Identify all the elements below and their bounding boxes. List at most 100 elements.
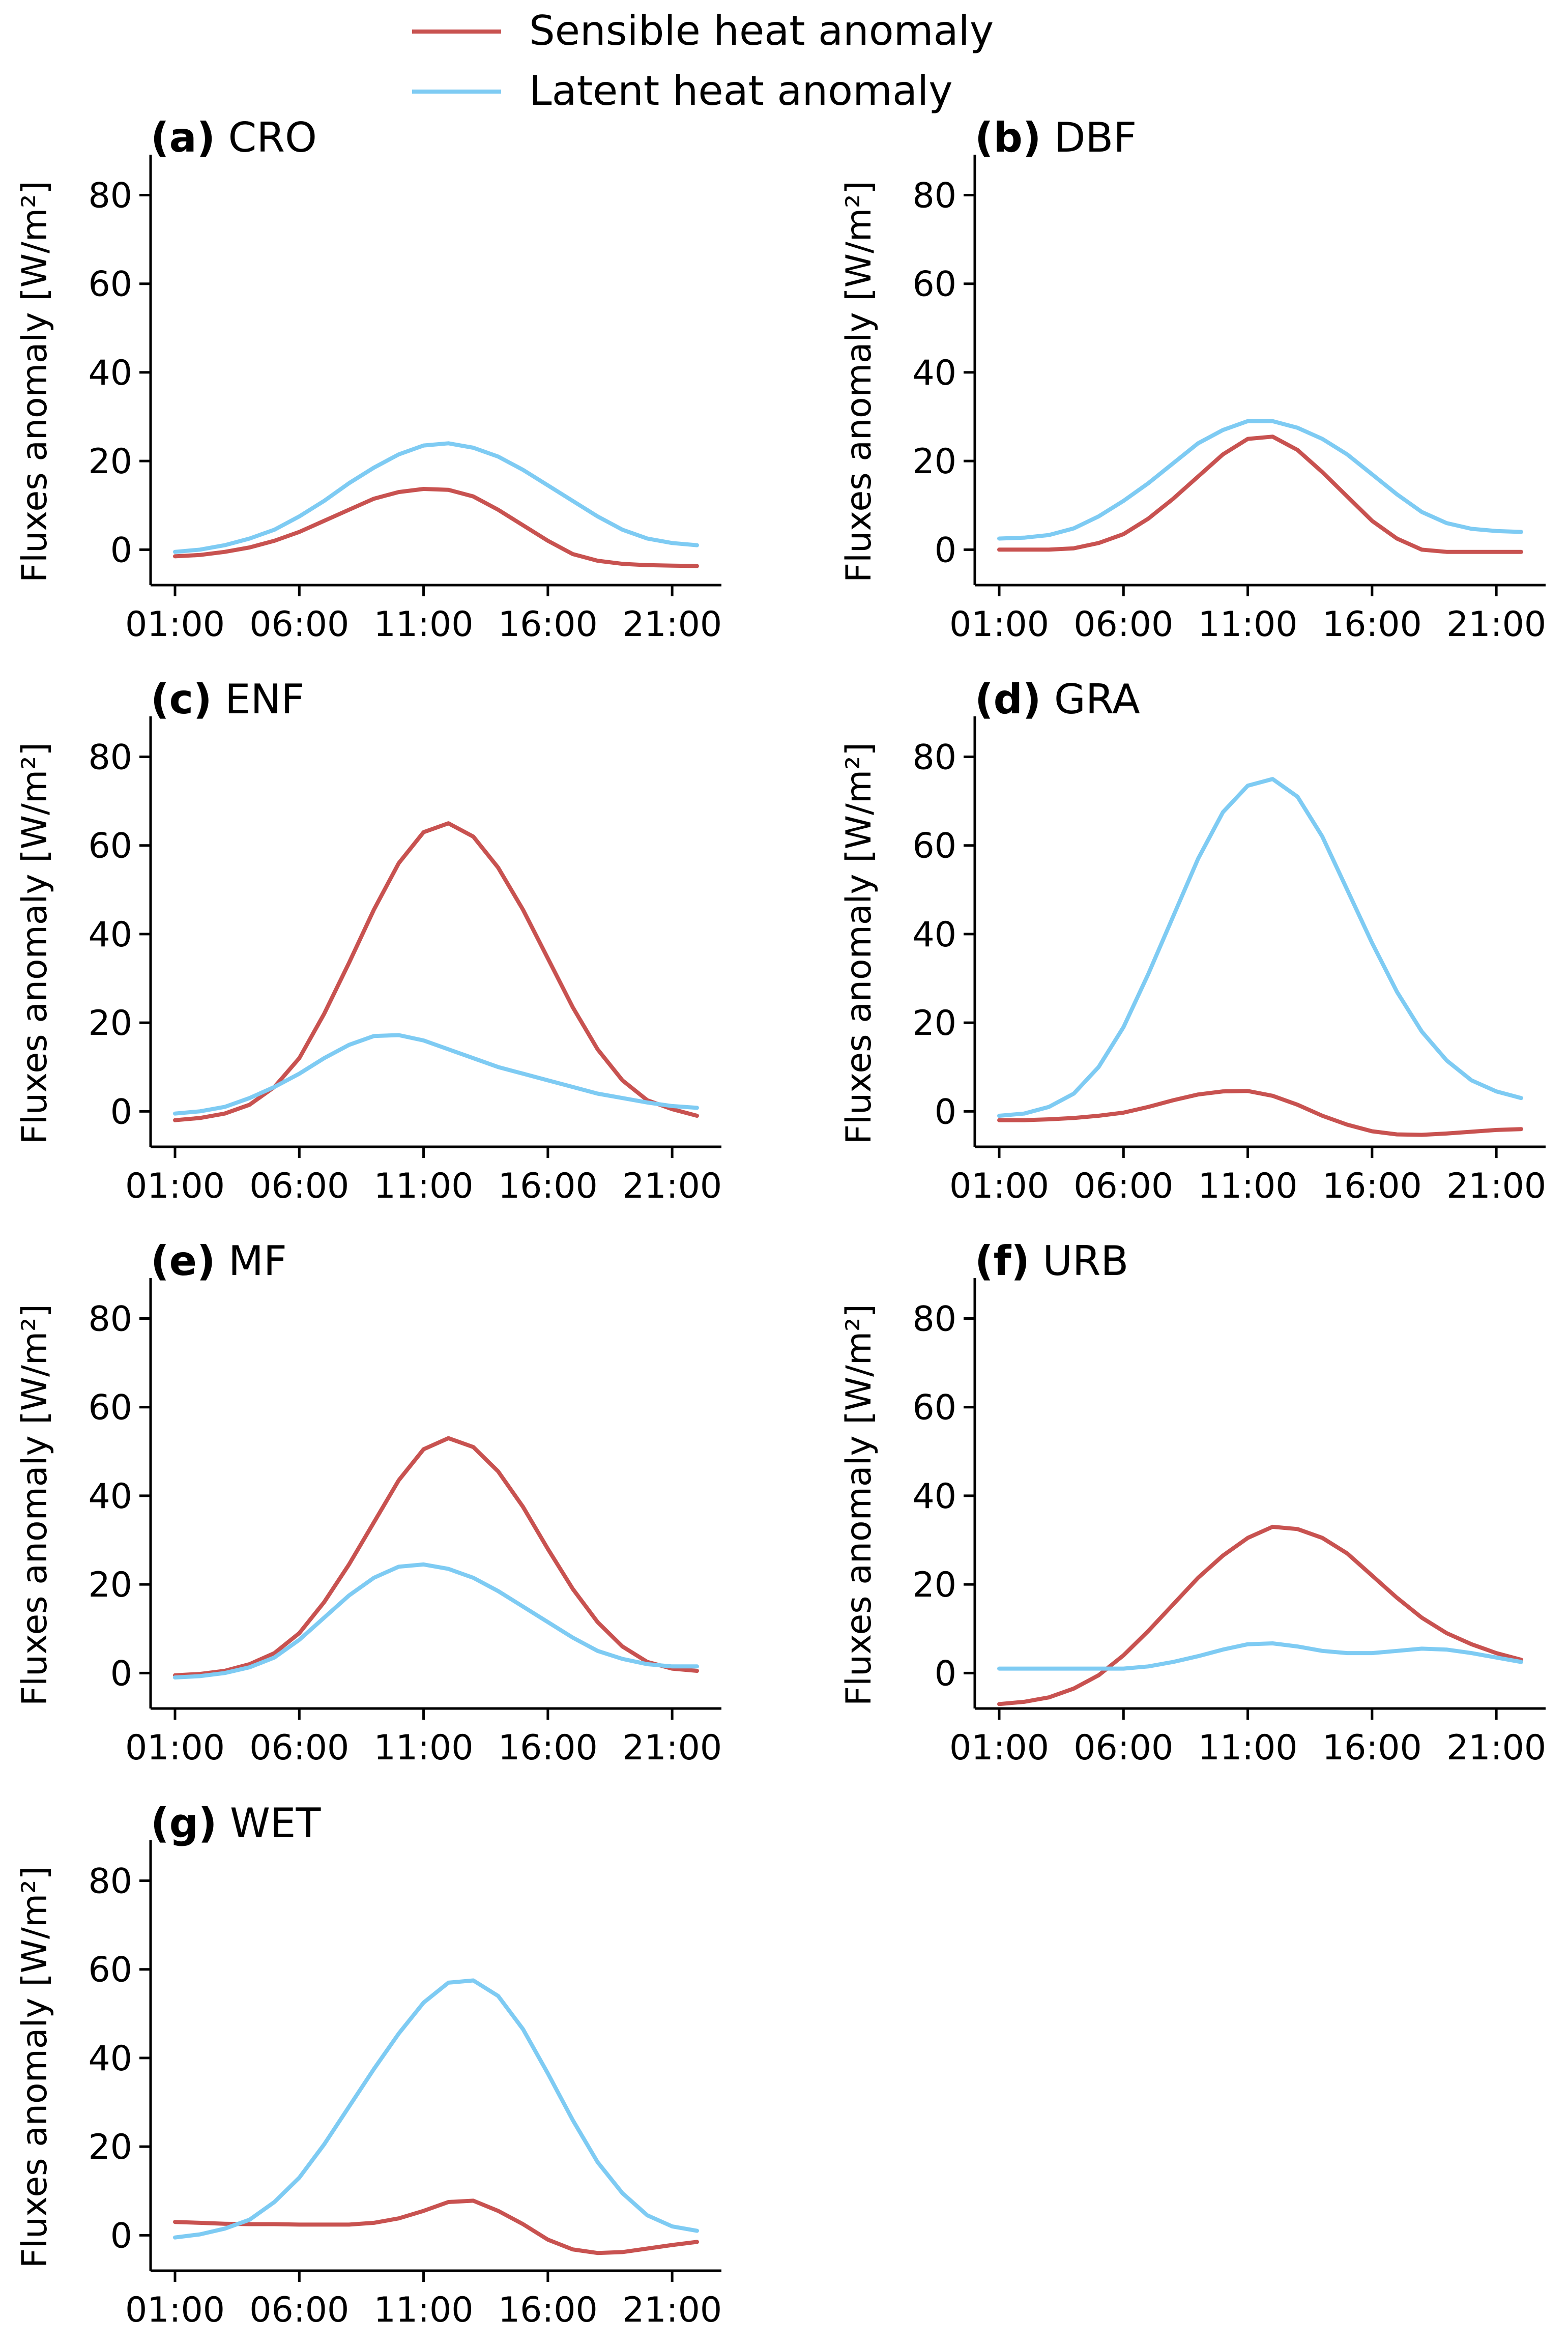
y-tick-label: 80 xyxy=(88,738,132,778)
panel-title: (c) ENF xyxy=(151,676,304,723)
x-tick-label: 01:00 xyxy=(125,604,225,645)
x-tick-label: 01:00 xyxy=(125,2290,225,2330)
panel-title: (d) GRA xyxy=(975,676,1140,723)
panel-name: DBF xyxy=(1041,114,1137,161)
series-line-sensible xyxy=(173,1436,699,1677)
x-tick-label: 16:00 xyxy=(498,604,598,645)
x-tick-label: 21:00 xyxy=(622,1166,722,1206)
x-tick-label: 21:00 xyxy=(622,604,722,645)
series-line-latent xyxy=(173,441,699,554)
series-line-sensible xyxy=(173,2198,699,2255)
y-tick-label: 40 xyxy=(88,915,132,955)
series-line-sensible xyxy=(173,821,699,1122)
y-tick-label: 60 xyxy=(912,1388,956,1428)
x-tick-label: 01:00 xyxy=(125,1166,225,1206)
y-axis-label: Fluxes anomaly [W/m²] xyxy=(15,181,55,583)
y-axis-label: Fluxes anomaly [W/m²] xyxy=(15,1866,55,2268)
panel-title: (b) DBF xyxy=(975,114,1137,161)
panel-letter: (b) xyxy=(975,114,1041,161)
x-tick-label: 06:00 xyxy=(249,604,349,645)
y-tick-label: 20 xyxy=(912,442,956,482)
x-tick-label: 06:00 xyxy=(1073,1166,1173,1206)
panel-letter: (d) xyxy=(975,676,1041,723)
y-tick-label: 40 xyxy=(88,353,132,393)
y-tick-label: 40 xyxy=(88,2039,132,2079)
legend: Sensible heat anomaly Latent heat anomal… xyxy=(412,7,994,114)
x-tick-label: 11:00 xyxy=(1198,1166,1298,1206)
series-line-sensible xyxy=(997,1524,1523,1706)
y-axis-label: Fluxes anomaly [W/m²] xyxy=(839,1304,879,1706)
y-tick-label: 40 xyxy=(88,1476,132,1517)
y-axis-label: Fluxes anomaly [W/m²] xyxy=(839,742,879,1144)
x-tick-label: 16:00 xyxy=(498,1166,598,1206)
series-line-latent xyxy=(173,1033,699,1116)
y-tick-label: 80 xyxy=(88,1862,132,1902)
panel-gra: (d) GRA 0 20 40 60 80 01:00 06:00 11:00 16:00 21:0… xyxy=(839,676,1546,1206)
x-tick-label: 11:00 xyxy=(1198,604,1298,645)
panel-name: URB xyxy=(1030,1237,1128,1285)
y-tick-label: 40 xyxy=(912,353,956,393)
x-tick-label: 01:00 xyxy=(949,604,1049,645)
panel-letter: (e) xyxy=(151,1237,215,1285)
panel-title: (e) MF xyxy=(151,1237,287,1285)
y-tick-label: 0 xyxy=(110,530,132,570)
panel-title: (g) WET xyxy=(151,1800,321,1847)
x-tick-label: 01:00 xyxy=(949,1166,1049,1206)
y-tick-label: 80 xyxy=(912,738,956,778)
x-tick-label: 06:00 xyxy=(249,1166,349,1206)
y-tick-label: 20 xyxy=(88,1565,132,1605)
x-tick-label: 01:00 xyxy=(125,1728,225,1768)
x-tick-label: 11:00 xyxy=(374,604,474,645)
y-tick-label: 0 xyxy=(935,1654,956,1694)
panel-name: GRA xyxy=(1041,676,1140,723)
y-tick-label: 60 xyxy=(88,1388,132,1428)
series-line-latent xyxy=(997,777,1523,1118)
x-tick-label: 16:00 xyxy=(1322,1166,1422,1206)
panel-dbf: (b) DBF 0 20 40 60 80 01:00 06:00 11:00 16:00 21:0… xyxy=(839,114,1546,645)
y-tick-label: 0 xyxy=(935,530,956,570)
x-tick-label: 11:00 xyxy=(1198,1728,1298,1768)
y-tick-label: 0 xyxy=(110,1092,132,1132)
y-tick-label: 80 xyxy=(912,176,956,216)
series-line-latent xyxy=(173,1978,699,2240)
x-tick-label: 16:00 xyxy=(498,2290,598,2330)
series-line-sensible xyxy=(997,1089,1523,1137)
x-tick-label: 21:00 xyxy=(622,1728,722,1768)
y-tick-label: 60 xyxy=(912,826,956,866)
x-tick-label: 06:00 xyxy=(1073,604,1173,645)
x-tick-label: 06:00 xyxy=(249,2290,349,2330)
panel-letter: (g) xyxy=(151,1800,217,1847)
x-tick-label: 06:00 xyxy=(249,1728,349,1768)
y-axis-label: Fluxes anomaly [W/m²] xyxy=(15,1304,55,1706)
y-tick-label: 60 xyxy=(88,1950,132,1990)
panel-mf: (e) MF 0 20 40 60 80 01:00 06:00 11:00 16:00 21:00… xyxy=(15,1237,722,1768)
y-axis-label: Fluxes anomaly [W/m²] xyxy=(839,181,879,583)
y-tick-label: 60 xyxy=(88,826,132,866)
series-line-sensible xyxy=(173,487,699,568)
series-line-latent xyxy=(997,419,1523,541)
x-tick-label: 21:00 xyxy=(1446,604,1546,645)
x-tick-label: 06:00 xyxy=(1073,1728,1173,1768)
panel-enf: (c) ENF 0 20 40 60 80 01:00 06:00 11:00 16:00 21:0… xyxy=(15,676,722,1206)
y-tick-label: 20 xyxy=(88,1003,132,1044)
x-tick-label: 11:00 xyxy=(374,1166,474,1206)
panels: (a) CRO 0 20 40 60 80 01:00 06:00 11:00 16:00 21:0… xyxy=(15,114,1546,2330)
panel-name: WET xyxy=(217,1800,321,1847)
y-tick-label: 0 xyxy=(935,1092,956,1132)
panel-name: MF xyxy=(215,1237,286,1285)
y-axis-label: Fluxes anomaly [W/m²] xyxy=(15,742,55,1144)
y-tick-label: 80 xyxy=(912,1299,956,1340)
series-line-latent xyxy=(173,1562,699,1679)
legend-label-sensible: Sensible heat anomaly xyxy=(529,7,994,54)
panel-letter: (a) xyxy=(151,114,215,161)
x-tick-label: 21:00 xyxy=(1446,1166,1546,1206)
y-tick-label: 40 xyxy=(912,915,956,955)
x-tick-label: 21:00 xyxy=(622,2290,722,2330)
x-tick-label: 16:00 xyxy=(1322,1728,1422,1768)
panel-cro: (a) CRO 0 20 40 60 80 01:00 06:00 11:00 16:00 21:0… xyxy=(15,114,722,645)
panel-title: (f) URB xyxy=(975,1237,1128,1285)
y-tick-label: 0 xyxy=(110,2216,132,2256)
series-line-sensible xyxy=(997,435,1523,554)
panel-urb: (f) URB 0 20 40 60 80 01:00 06:00 11:00 16:00 21:0… xyxy=(839,1237,1546,1768)
